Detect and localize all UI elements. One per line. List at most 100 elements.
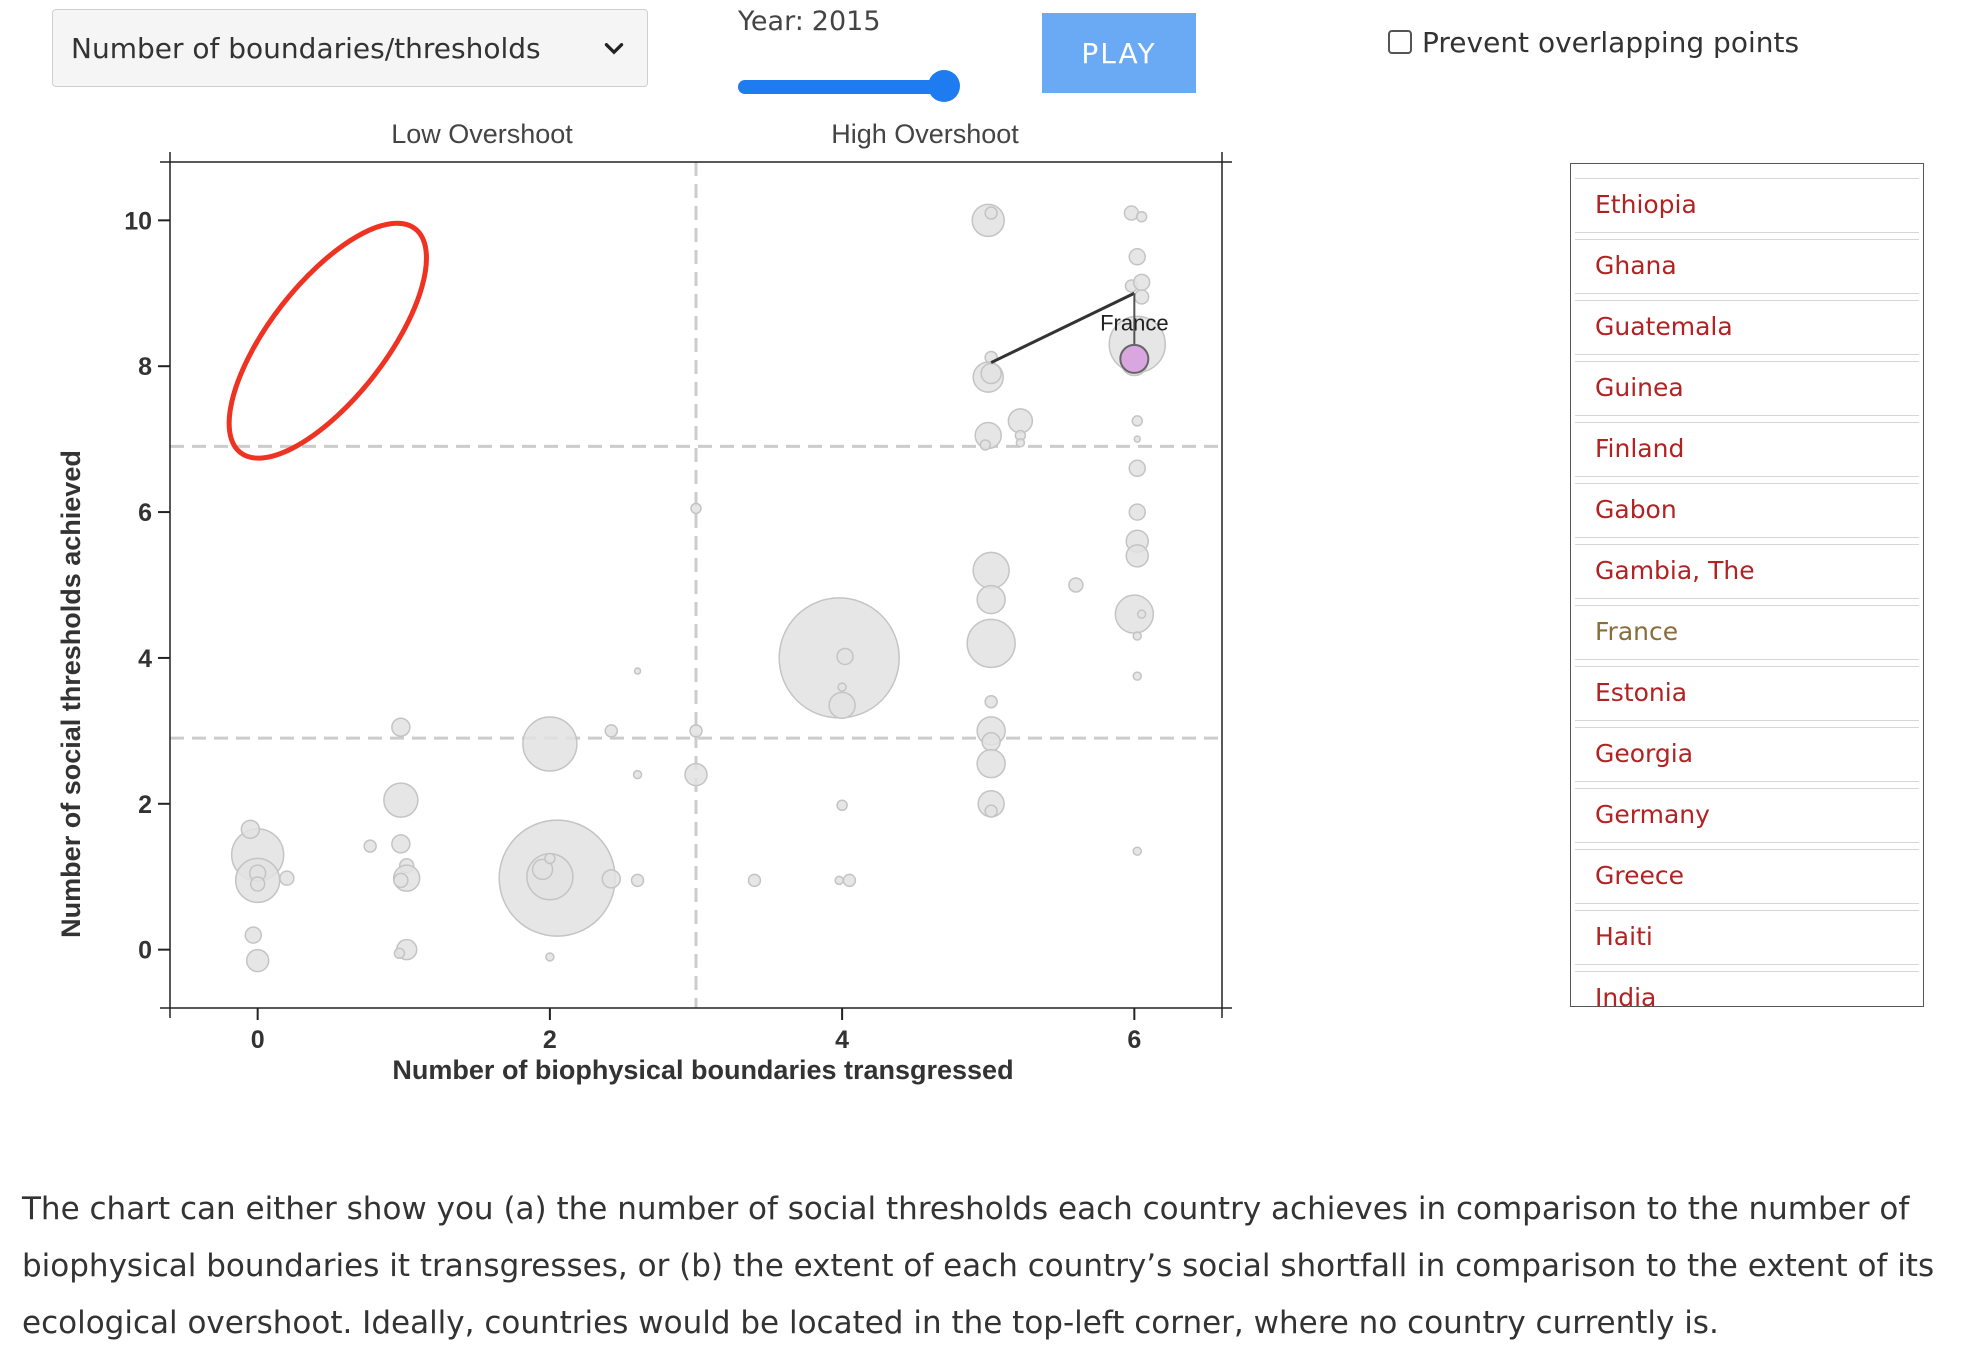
prevent-overlap-toggle[interactable]: Prevent overlapping points xyxy=(1388,24,1799,60)
data-point xyxy=(747,873,762,888)
country-item-india[interactable]: India xyxy=(1575,971,1919,1006)
metric-select[interactable]: Number of boundaries/thresholds xyxy=(52,9,648,87)
y-tick-label: 10 xyxy=(124,207,152,235)
data-point xyxy=(984,804,998,818)
prevent-overlap-label: Prevent overlapping points xyxy=(1422,25,1800,59)
data-point xyxy=(984,694,998,709)
data-point xyxy=(984,206,998,220)
data-point xyxy=(245,948,270,973)
data-point xyxy=(1128,503,1147,521)
data-point xyxy=(249,876,266,892)
country-list-items: Ethiopia Ghana Guatemala Guinea Finland Gabon… xyxy=(1575,178,1919,1006)
year-slider[interactable] xyxy=(738,70,960,102)
year-value: 2015 xyxy=(811,6,881,37)
data-point xyxy=(531,858,554,881)
data-point xyxy=(1007,408,1034,434)
highlight-trail-line xyxy=(990,291,1135,364)
country-item-france[interactable]: France xyxy=(1575,605,1919,660)
data-point xyxy=(1133,435,1142,443)
country-item-ghana[interactable]: Ghana xyxy=(1575,239,1919,294)
data-point xyxy=(1136,609,1147,619)
data-point xyxy=(391,717,411,737)
data-point xyxy=(837,682,847,692)
data-point xyxy=(836,647,854,666)
data-point xyxy=(363,839,377,853)
data-point xyxy=(1135,210,1148,223)
year-label-text: Year: xyxy=(738,6,804,37)
data-point xyxy=(1015,438,1026,448)
region-label-high-overshoot: High Overshoot xyxy=(831,119,1019,149)
year-slider-thumb[interactable] xyxy=(928,70,960,102)
country-item-ethiopia[interactable]: Ethiopia xyxy=(1575,178,1919,233)
country-item-haiti[interactable]: Haiti xyxy=(1575,910,1919,965)
data-point xyxy=(976,584,1006,615)
country-item-gambia-the[interactable]: Gambia, The xyxy=(1575,544,1919,599)
country-item-guatemala[interactable]: Guatemala xyxy=(1575,300,1919,355)
highlight-point xyxy=(1119,343,1150,374)
region-label-low-overshoot: Low Overshoot xyxy=(391,119,573,149)
data-point xyxy=(544,852,556,865)
data-point xyxy=(981,732,1001,752)
data-point xyxy=(601,869,622,889)
data-point xyxy=(976,748,1006,779)
year-label: Year: 2015 xyxy=(738,6,881,37)
y-tick-label: 6 xyxy=(138,499,152,527)
data-point xyxy=(834,875,844,886)
chevron-down-icon xyxy=(604,43,624,55)
data-point xyxy=(980,362,1002,385)
country-item-estonia[interactable]: Estonia xyxy=(1575,666,1919,721)
data-point xyxy=(604,724,619,738)
x-tick-label: 0 xyxy=(251,1026,265,1054)
country-item-germany[interactable]: Germany xyxy=(1575,788,1919,843)
data-point xyxy=(393,872,409,889)
data-point xyxy=(1128,248,1147,266)
country-item-gabon[interactable]: Gabon xyxy=(1575,483,1919,538)
data-point xyxy=(1131,415,1144,427)
y-tick-label: 0 xyxy=(138,937,152,965)
data-point xyxy=(630,873,645,888)
data-point xyxy=(836,799,848,812)
data-point xyxy=(828,691,856,720)
data-point xyxy=(240,819,261,840)
data-point xyxy=(690,502,702,515)
x-tick-label: 6 xyxy=(1127,1026,1141,1054)
data-point xyxy=(1132,846,1143,856)
chart-description: The chart can either show you (a) the nu… xyxy=(22,1191,1935,1341)
country-item-greece[interactable]: Greece xyxy=(1575,849,1919,904)
x-tick-label: 4 xyxy=(835,1026,849,1054)
data-point xyxy=(1133,289,1150,305)
data-point xyxy=(979,439,992,451)
data-point xyxy=(545,952,555,962)
year-slider-track[interactable] xyxy=(738,80,944,94)
y-axis-label: Number of social thresholds achieved xyxy=(56,450,86,938)
data-point xyxy=(1128,459,1147,478)
data-point xyxy=(279,870,295,886)
data-point xyxy=(972,551,1010,590)
data-point xyxy=(632,769,643,780)
data-point xyxy=(633,667,642,675)
highlight-label: France xyxy=(1100,310,1168,335)
country-item-finland[interactable]: Finland xyxy=(1575,422,1919,477)
x-tick-label: 2 xyxy=(543,1026,557,1054)
scatter-chart: 0 2 4 6 0 2 4 6 8 10 France Low Overshoot High Ov… xyxy=(56,119,1232,1085)
data-point xyxy=(1132,631,1143,641)
data-point xyxy=(383,782,419,818)
data-point xyxy=(689,724,703,738)
data-point xyxy=(1125,544,1150,568)
prevent-overlap-checkbox[interactable] xyxy=(1388,30,1412,54)
data-point xyxy=(842,873,857,888)
country-item-guinea[interactable]: Guinea xyxy=(1575,361,1919,416)
y-tick-label: 4 xyxy=(138,645,152,673)
data-point xyxy=(522,716,578,772)
y-tick-label: 8 xyxy=(138,353,152,381)
data-point xyxy=(684,762,708,787)
play-button[interactable]: PLAY xyxy=(1042,13,1196,93)
metric-select-value: Number of boundaries/thresholds xyxy=(71,32,541,65)
red-ellipse-annotation xyxy=(226,220,429,461)
country-list[interactable]: Ethiopia Ghana Guatemala Guinea Finland Gabon… xyxy=(1570,163,1924,1007)
x-axis-label: Number of biophysical boundaries transgr… xyxy=(392,1055,1013,1085)
data-point xyxy=(391,834,411,854)
y-tick-label: 2 xyxy=(138,791,152,819)
data-point xyxy=(1068,577,1084,593)
country-item-georgia[interactable]: Georgia xyxy=(1575,727,1919,782)
